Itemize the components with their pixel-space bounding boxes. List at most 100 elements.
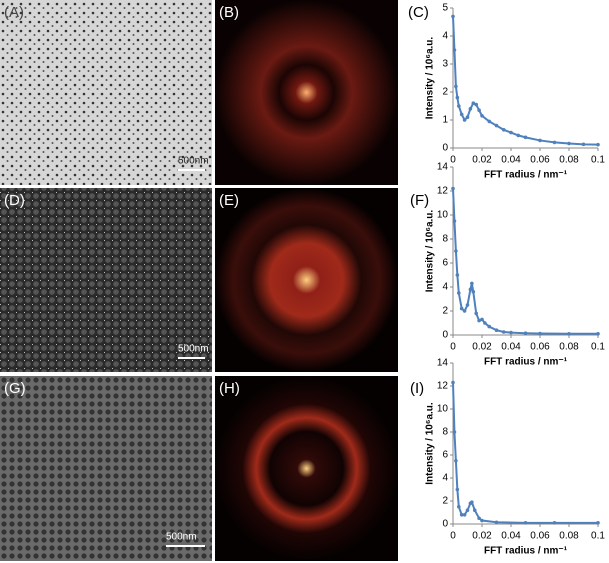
data-point [509, 330, 513, 335]
data-point [477, 108, 481, 112]
x-tick-label: 0 [450, 342, 456, 353]
data-point [501, 330, 506, 334]
x-tick-label: 0.06 [530, 155, 550, 166]
data-line [452, 16, 599, 146]
data-point [523, 331, 528, 336]
data-point [454, 458, 458, 463]
data-point [468, 107, 473, 111]
data-point [567, 141, 571, 146]
data-point [471, 290, 476, 294]
data-point [471, 101, 476, 105]
y-tick-label: 2 [442, 306, 448, 317]
y-tick-label: 4 [442, 473, 448, 484]
y-axis-title: Intensity / 10⁶a.u. [425, 210, 436, 293]
data-point [457, 291, 461, 295]
data-point [596, 521, 600, 525]
data-point [470, 500, 474, 504]
y-tick-label: 6 [442, 450, 448, 461]
x-tick-label: 0.02 [472, 342, 492, 353]
x-tick-label: 0.02 [472, 531, 492, 542]
data-point [487, 324, 492, 329]
y-tick-label: 5 [442, 3, 448, 14]
fft-image [215, 0, 398, 185]
y-tick-label: 12 [437, 186, 449, 197]
scale-label: 500nm [178, 344, 209, 355]
micrograph [0, 0, 212, 185]
x-axis-title: FFT radius / nm⁻¹ [484, 170, 568, 181]
panel-label: (G) [4, 380, 26, 397]
data-point [516, 133, 521, 138]
data-point [465, 115, 470, 119]
data-point [567, 332, 571, 336]
y-tick-label: 4 [442, 31, 448, 42]
fft-image [215, 376, 398, 561]
scale-label: 500nm [178, 156, 209, 167]
y-tick-label: 0 [442, 143, 448, 154]
y-tick-label: 14 [437, 162, 449, 173]
micrograph [0, 188, 212, 372]
x-tick-label: 0.02 [472, 155, 492, 166]
data-point [483, 321, 487, 325]
y-tick-label: 8 [442, 234, 448, 245]
data-point [454, 249, 458, 253]
data-point [451, 14, 455, 19]
data-point [474, 102, 479, 107]
panel-label: (D) [4, 192, 25, 209]
y-tick-label: 14 [437, 358, 449, 369]
x-tick-label: 0.08 [559, 155, 579, 166]
y-tick-label: 6 [442, 258, 448, 269]
y-tick-label: 0 [442, 519, 448, 530]
x-tick-label: 0.04 [501, 342, 521, 353]
data-point [462, 513, 467, 517]
data-point [494, 520, 499, 525]
y-tick-label: 12 [437, 381, 449, 392]
y-tick-label: 10 [437, 404, 449, 415]
y-axis-title: Intensity / 10⁶a.u. [425, 37, 436, 120]
data-point [457, 504, 461, 509]
data-point [596, 332, 600, 336]
x-axis-title: FFT radius / nm⁻¹ [484, 546, 568, 557]
x-tick-label: 0.08 [559, 531, 579, 542]
panel-label: (B) [219, 4, 239, 21]
panel-label: (H) [219, 380, 240, 397]
y-tick-label: 0 [442, 330, 448, 341]
data-point [457, 104, 461, 108]
data-point [523, 521, 528, 525]
x-tick-label: 0.1 [591, 531, 605, 542]
panel-label: (E) [219, 192, 239, 209]
data-point [465, 303, 470, 307]
data-point [455, 95, 460, 100]
data-point [452, 48, 457, 52]
x-tick-label: 0.06 [530, 531, 550, 542]
y-tick-label: 1 [442, 115, 448, 126]
data-point [465, 508, 470, 512]
data-point [494, 123, 499, 128]
data-point [451, 380, 455, 385]
x-tick-label: 0 [450, 531, 456, 542]
data-point [455, 487, 460, 492]
y-tick-label: 2 [442, 87, 448, 98]
data-point [462, 118, 467, 122]
scale-label: 500nm [166, 532, 197, 543]
data-point [454, 84, 458, 89]
data-point [501, 128, 506, 132]
y-axis-title: Intensity / 10⁶a.u. [425, 402, 436, 485]
x-axis-title: FFT radius / nm⁻¹ [484, 357, 568, 368]
data-point [509, 130, 513, 135]
data-point [462, 309, 467, 313]
x-tick-label: 0.1 [591, 155, 605, 166]
data-point [451, 186, 455, 191]
data-line [452, 188, 598, 335]
data-point [552, 521, 557, 525]
micrograph [0, 376, 212, 561]
fft-image [215, 188, 398, 372]
data-point [459, 513, 464, 517]
x-tick-label: 0.06 [530, 342, 550, 353]
data-point [581, 142, 586, 147]
y-tick-label: 4 [442, 282, 448, 293]
y-tick-label: 3 [442, 59, 448, 70]
y-tick-label: 8 [442, 427, 448, 438]
x-tick-label: 0.04 [501, 155, 521, 166]
data-point [472, 508, 477, 512]
